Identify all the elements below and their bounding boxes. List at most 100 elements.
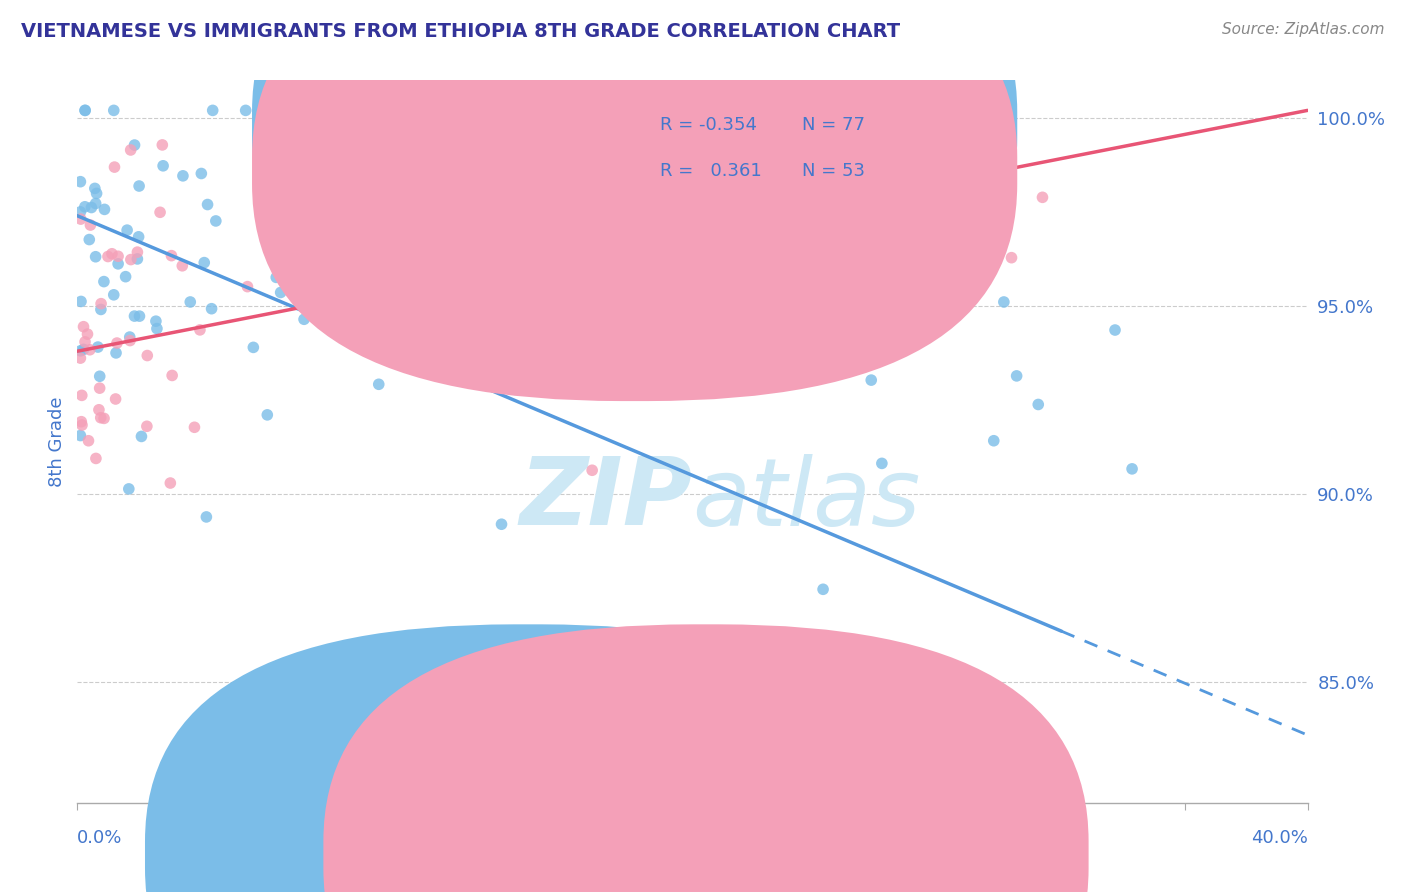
Point [540, 263, 562, 277]
Point [870, 456, 893, 470]
Point [963, 114, 986, 128]
Point [79, 218, 101, 232]
Point [509, 251, 531, 265]
Point [93, 411, 115, 425]
Point [124, 138, 146, 153]
Point [97, 250, 120, 264]
FancyBboxPatch shape [252, 0, 1018, 356]
Point [281, 259, 304, 273]
Point [73, 103, 96, 118]
Point [87, 402, 110, 417]
Point [127, 245, 149, 260]
Point [188, 323, 211, 337]
Point [73, 200, 96, 214]
Point [84, 196, 107, 211]
Point [235, 103, 257, 118]
Point [79, 233, 101, 247]
Point [825, 182, 848, 196]
Point [477, 316, 499, 330]
Point [73, 334, 96, 349]
Point [127, 252, 149, 266]
Point [69, 428, 91, 442]
Point [195, 510, 218, 524]
Point [581, 463, 603, 477]
FancyBboxPatch shape [252, 0, 1018, 401]
Point [118, 330, 141, 344]
FancyBboxPatch shape [600, 98, 976, 189]
Point [425, 251, 447, 265]
Point [103, 160, 125, 174]
Point [128, 229, 150, 244]
Point [70, 388, 93, 402]
Text: 40.0%: 40.0% [1251, 830, 1308, 847]
Point [1104, 323, 1126, 337]
Point [346, 273, 368, 287]
Point [993, 295, 1015, 310]
Point [524, 188, 547, 202]
Point [72, 319, 94, 334]
Text: Immigrants from Ethiopia: Immigrants from Ethiopia [730, 846, 941, 863]
Point [107, 257, 129, 271]
Point [807, 182, 830, 196]
Point [69, 175, 91, 189]
Point [103, 103, 125, 118]
Point [77, 434, 100, 448]
Point [114, 269, 136, 284]
Point [367, 377, 389, 392]
Point [80, 201, 103, 215]
Point [200, 301, 222, 316]
Point [70, 418, 93, 433]
Point [131, 429, 153, 443]
Point [880, 288, 903, 302]
Point [118, 482, 141, 496]
Point [270, 255, 292, 269]
Point [75, 103, 97, 118]
Text: atlas: atlas [693, 454, 921, 545]
Point [87, 340, 110, 354]
Point [619, 165, 641, 179]
Point [811, 582, 834, 597]
Point [883, 266, 905, 280]
Point [89, 369, 111, 384]
Point [120, 143, 142, 157]
Point [101, 246, 124, 260]
Point [150, 137, 173, 152]
Point [591, 338, 613, 352]
Point [1121, 462, 1143, 476]
FancyBboxPatch shape [323, 624, 1088, 892]
Point [149, 205, 172, 219]
Point [70, 294, 93, 309]
Point [136, 349, 159, 363]
Point [179, 295, 201, 310]
Point [152, 159, 174, 173]
Point [491, 517, 513, 532]
Text: R = -0.354: R = -0.354 [661, 116, 758, 134]
Point [437, 255, 460, 269]
Point [983, 434, 1005, 448]
Point [69, 212, 91, 227]
Text: N = 53: N = 53 [801, 161, 865, 179]
Point [86, 186, 108, 201]
Point [79, 343, 101, 357]
Point [69, 343, 91, 358]
Point [328, 188, 350, 202]
Point [264, 270, 287, 285]
Text: 0.0%: 0.0% [77, 830, 122, 847]
Point [69, 205, 91, 219]
Point [124, 309, 146, 323]
Point [115, 223, 138, 237]
Point [159, 476, 181, 491]
Point [197, 197, 219, 211]
Point [120, 252, 142, 267]
Point [76, 327, 98, 342]
Point [90, 410, 112, 425]
Point [270, 285, 292, 300]
Point [236, 279, 259, 293]
Text: N = 77: N = 77 [801, 116, 865, 134]
Point [93, 275, 115, 289]
Point [409, 211, 432, 226]
Text: Source: ZipAtlas.com: Source: ZipAtlas.com [1222, 22, 1385, 37]
Point [205, 214, 228, 228]
Point [870, 196, 893, 211]
Text: R =   0.361: R = 0.361 [661, 161, 762, 179]
